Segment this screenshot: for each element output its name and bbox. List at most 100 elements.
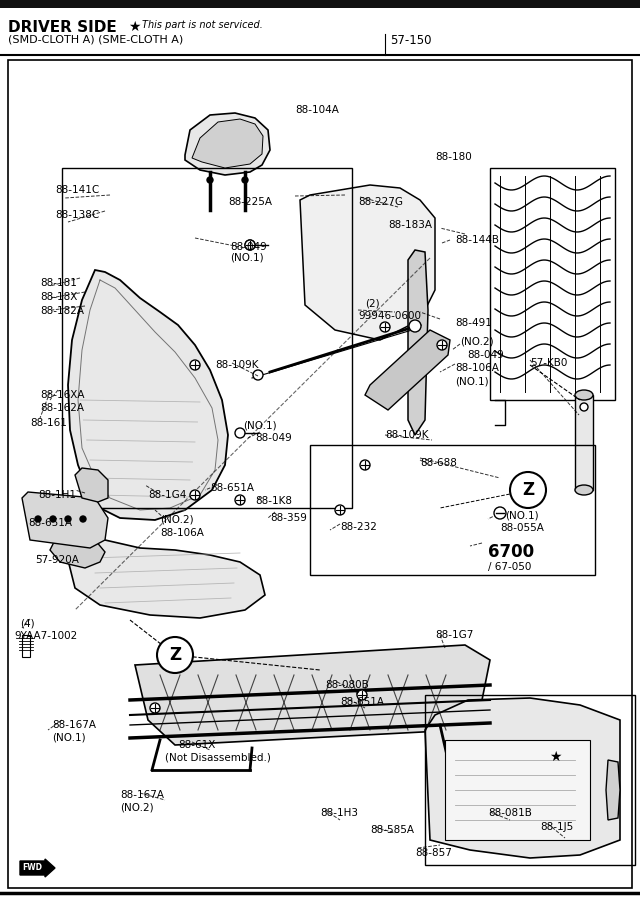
Circle shape [207,177,213,183]
Polygon shape [185,113,270,175]
Polygon shape [75,468,108,502]
Ellipse shape [575,390,593,400]
Text: 88-1G4: 88-1G4 [148,490,186,500]
Text: 88-1J5: 88-1J5 [540,822,573,832]
Text: 88-16XA: 88-16XA [40,390,84,400]
Text: FWD: FWD [22,863,42,872]
Text: (NO.1): (NO.1) [505,510,539,520]
Circle shape [510,472,546,508]
Circle shape [245,240,255,250]
Text: 57-920A: 57-920A [35,555,79,565]
Text: (NO.2): (NO.2) [460,337,493,347]
Circle shape [150,703,160,713]
Text: 88-651A: 88-651A [28,518,72,528]
Text: ★: ★ [128,20,141,34]
Text: Z: Z [169,646,181,664]
Text: 88-1G7: 88-1G7 [435,630,474,640]
Circle shape [242,177,248,183]
Text: 88-585A: 88-585A [370,825,414,835]
Circle shape [35,516,41,522]
Text: 88-049: 88-049 [255,433,292,443]
FancyArrow shape [20,859,55,877]
Circle shape [357,690,367,700]
Text: 88-109K: 88-109K [215,360,259,370]
Text: (NO.2): (NO.2) [160,515,194,525]
Text: 88-651A: 88-651A [210,483,254,493]
Text: 88-1K8: 88-1K8 [255,496,292,506]
Text: 88-61X: 88-61X [178,740,216,750]
Text: 6700: 6700 [488,543,534,561]
Text: 88-651A: 88-651A [340,697,384,707]
Circle shape [494,507,506,519]
Circle shape [190,490,200,500]
Polygon shape [68,270,228,520]
Text: 88-161: 88-161 [30,418,67,428]
Circle shape [235,428,245,438]
Text: 99946-0600: 99946-0600 [358,311,421,321]
Text: 88-106A: 88-106A [160,528,204,538]
Circle shape [437,340,447,350]
Polygon shape [22,492,108,548]
Text: 88-049: 88-049 [230,242,267,252]
Polygon shape [606,760,620,820]
Text: 88-167A: 88-167A [52,720,96,730]
Text: 88-138C: 88-138C [55,210,99,220]
Text: (NO.1): (NO.1) [230,253,264,263]
Bar [425,695,635,865]
Polygon shape [50,535,105,568]
Polygon shape [408,250,428,435]
Text: 88-491: 88-491 [455,318,492,328]
Text: 88-109K: 88-109K [385,430,429,440]
Circle shape [80,516,86,522]
Text: (NO.1): (NO.1) [243,420,276,430]
Circle shape [65,516,71,522]
Ellipse shape [575,485,593,495]
Polygon shape [365,330,450,410]
Text: DRIVER SIDE: DRIVER SIDE [8,20,116,35]
Text: (SMD-CLOTH A) (SME-CLOTH A): (SMD-CLOTH A) (SME-CLOTH A) [8,34,183,44]
Text: (4): (4) [20,618,35,628]
Bar [310,445,595,575]
Text: 88-144B: 88-144B [455,235,499,245]
Text: 88-1H3: 88-1H3 [320,808,358,818]
Text: 57-150: 57-150 [390,34,431,47]
Text: 88-080B: 88-080B [325,680,369,690]
Polygon shape [135,645,490,745]
Text: 88-227G: 88-227G [358,197,403,207]
Text: 88-688: 88-688 [420,458,457,468]
Text: This part is not serviced.: This part is not serviced. [142,20,263,30]
Text: (NO.1): (NO.1) [455,376,488,386]
Circle shape [157,637,193,673]
Polygon shape [68,530,265,618]
Text: 88-081B: 88-081B [488,808,532,818]
Text: (2): (2) [365,298,380,308]
Bar [22,635,30,657]
Circle shape [409,320,421,332]
Text: 57-KB0: 57-KB0 [530,358,568,368]
Text: (Not Disassembled.): (Not Disassembled.) [165,753,271,763]
Circle shape [335,505,345,515]
Text: 88-162A: 88-162A [40,403,84,413]
Text: 88-232: 88-232 [340,522,377,532]
Bar [0,0,640,8]
Bar [0,8,640,56]
Circle shape [245,240,255,250]
Text: ★: ★ [548,750,561,764]
Polygon shape [300,185,435,340]
Bar [62,168,352,508]
Text: / 67-050: / 67-050 [488,562,531,572]
Bar [575,395,593,490]
Text: 88-857: 88-857 [415,848,452,858]
Text: 88-225A: 88-225A [228,197,272,207]
Text: 88-182A: 88-182A [40,306,84,316]
Bar [445,740,590,840]
Text: (NO.2): (NO.2) [120,803,154,813]
Text: 88-049: 88-049 [467,350,504,360]
Text: (NO.1): (NO.1) [52,733,86,743]
Polygon shape [192,119,263,168]
Text: 88-1H1: 88-1H1 [38,490,76,500]
Polygon shape [425,698,620,858]
Text: 88-104A: 88-104A [295,105,339,115]
Text: 88-055A: 88-055A [500,523,544,533]
Text: 9YAA7-1002: 9YAA7-1002 [14,631,77,641]
